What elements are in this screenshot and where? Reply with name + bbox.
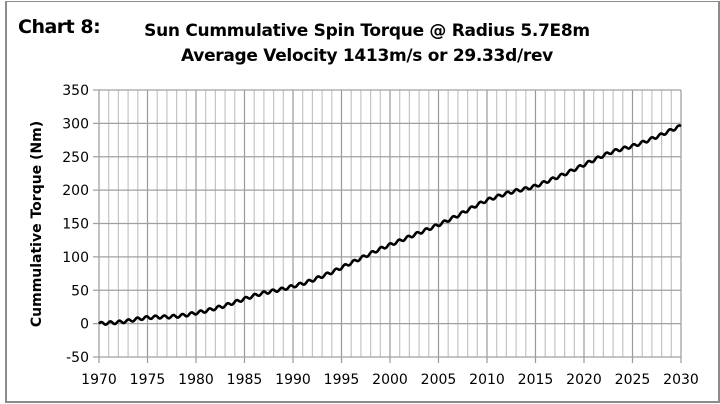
x-tick-label: 1990 [275,372,311,388]
y-tick-label: 150 [62,217,89,233]
x-tick-label: 2030 [663,372,699,388]
chart-frame [5,1,720,403]
chart-subtitle: Average Velocity 1413m/s or 29.33d/rev [181,46,553,66]
y-tick-label: 250 [62,150,89,166]
x-tick-label: 2000 [372,372,408,388]
y-axis-ticks: 350 300 250 200 150 100 50 0 -50 [62,83,89,366]
y-tick-label: 350 [62,83,89,99]
y-tick-label: 100 [62,250,89,266]
x-axis-ticks: 1970 1975 1980 1985 1990 1995 2000 2005 2010 2015… [81,372,699,388]
x-tick-label: 2025 [615,372,651,388]
y-tick-label: 300 [62,116,89,132]
series-layer [98,124,682,326]
x-tick-label: 1985 [227,372,263,388]
y-tick-label: 200 [62,183,89,199]
chart-title: Sun Cummulative Spin Torque @ Radius 5.7… [144,21,590,41]
x-tick-label: 2010 [469,372,505,388]
y-axis-label: Cummulative Torque (Nm) [29,121,45,327]
chart-number-label: Chart 8: [18,16,101,38]
y-tick-label: -50 [66,350,89,366]
x-tick-label: 1980 [178,372,214,388]
x-tick-label: 2005 [421,372,457,388]
grid-lines [93,89,682,363]
x-tick-label: 2015 [518,372,554,388]
y-tick-label: 0 [80,317,89,333]
x-tick-label: 2020 [566,372,602,388]
y-tick-label: 50 [71,283,89,299]
x-tick-label: 1995 [324,372,360,388]
series-line [98,124,682,326]
x-tick-label: 1975 [130,372,166,388]
x-tick-label: 1970 [81,372,117,388]
